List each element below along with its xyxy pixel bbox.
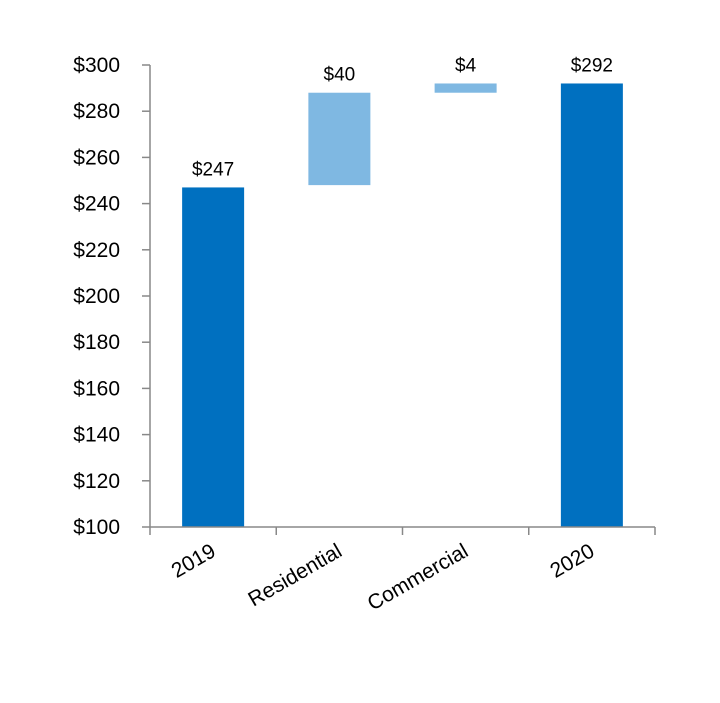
y-tick-label: $260 <box>73 146 120 169</box>
y-tick-label: $140 <box>73 424 120 447</box>
data-label-2019: $247 <box>192 159 234 180</box>
y-tick-label: $100 <box>73 516 120 539</box>
y-tick-label: $120 <box>73 470 120 493</box>
data-label-residential: $40 <box>324 65 356 86</box>
x-category-label-commercial: Commercial <box>364 539 473 615</box>
y-tick-label: $220 <box>73 239 120 262</box>
y-tick-label: $280 <box>73 100 120 123</box>
y-tick-label: $200 <box>73 285 120 308</box>
x-category-label-2020: 2020 <box>546 539 598 582</box>
bars-layer <box>182 83 623 527</box>
data-label-commercial: $4 <box>455 55 477 76</box>
x-category-label-2019: 2019 <box>168 539 220 582</box>
y-tick-label: $240 <box>73 193 120 216</box>
bar-2020 <box>560 83 623 527</box>
y-tick-label: $180 <box>73 331 120 354</box>
bar-residential <box>308 92 371 186</box>
axes-layer <box>142 64 656 535</box>
bar-commercial <box>434 83 497 93</box>
data-label-2020: $292 <box>571 55 613 76</box>
y-tick-label: $160 <box>73 377 120 400</box>
x-category-label-residential: Residential <box>244 539 345 611</box>
bar-2019 <box>182 187 245 527</box>
y-tick-label: $300 <box>73 54 120 77</box>
